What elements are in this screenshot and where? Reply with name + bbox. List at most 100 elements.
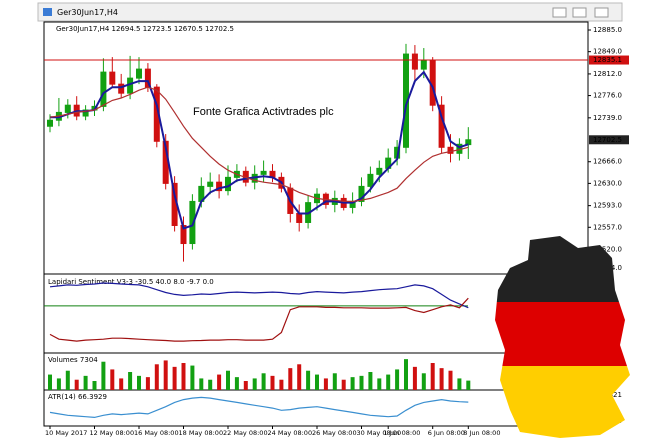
y-tick-label: 12557.0 xyxy=(593,223,622,231)
volume-bar xyxy=(163,360,168,390)
candle-body xyxy=(296,212,303,223)
indicator-line xyxy=(49,297,469,342)
candle-body xyxy=(64,104,71,113)
volume-bar xyxy=(377,378,382,390)
volume-bar xyxy=(315,374,319,390)
volume-bar xyxy=(430,363,435,390)
indicator-line xyxy=(49,282,469,309)
level-label: 12835.1 xyxy=(593,56,622,64)
volume-bar xyxy=(181,363,186,390)
window-title: Ger30Jun17,H4 xyxy=(57,8,118,17)
y-tick-label: 12666.0 xyxy=(593,158,622,166)
indicator-line xyxy=(49,86,469,202)
indicator-line xyxy=(49,396,469,419)
x-tick-label: 18 May 08:00 xyxy=(179,429,224,437)
panel-title: Lapidari Sentiment V3-3 -30.5 40.0 8.0 -… xyxy=(48,278,214,286)
candle-body xyxy=(109,71,116,85)
volume-bar xyxy=(74,379,79,390)
volume-bar xyxy=(332,373,337,390)
x-tick-label: 24 May 08:00 xyxy=(268,429,313,437)
x-tick-label: 26 May 08:00 xyxy=(312,429,357,437)
annotation: Fonte Grafica Activtrades plc xyxy=(193,106,334,118)
volume-bar xyxy=(270,375,275,390)
plot-frame xyxy=(43,21,589,427)
volume-bar xyxy=(65,370,70,390)
volume-bar xyxy=(234,377,239,390)
volume-bar xyxy=(217,374,222,390)
volume-bar xyxy=(323,378,328,390)
x-tick-label: 8 Jun 08:00 xyxy=(463,429,500,437)
volume-bar xyxy=(279,379,284,390)
level-label-box xyxy=(589,55,629,65)
candle-body xyxy=(420,59,427,70)
candle-body xyxy=(411,53,418,70)
candle-body xyxy=(207,181,214,187)
title-bar xyxy=(37,2,623,22)
plot: Ger30Jun17,H4 12694.5 12723.5 12670.5 12… xyxy=(43,21,629,437)
volume-bar xyxy=(306,370,311,390)
candle-body xyxy=(216,181,223,192)
window-icon xyxy=(43,8,52,16)
volume-bar xyxy=(466,380,471,390)
volume-bar xyxy=(190,365,195,390)
candle-body xyxy=(100,71,107,107)
x-tick-label: 30 May 08:00 xyxy=(357,429,402,437)
candle-body xyxy=(118,83,125,94)
candle-body xyxy=(260,170,267,175)
candle-body xyxy=(358,185,365,202)
maximize-button[interactable] xyxy=(572,7,587,18)
candle-body xyxy=(447,146,454,154)
volume-bar xyxy=(128,372,133,390)
y-tick-label: 12630.0 xyxy=(593,179,622,187)
y-tick-label: 12885.0 xyxy=(593,26,622,34)
volume-bar xyxy=(56,378,61,390)
volume-bar xyxy=(341,379,346,390)
y-tick-label: 12812.0 xyxy=(593,70,622,78)
panel-title: Ger30Jun17,H4 12694.5 12723.5 12670.5 12… xyxy=(56,25,234,33)
volume-bar xyxy=(92,381,97,390)
volume-bar xyxy=(83,375,88,390)
volume-bar xyxy=(119,378,124,390)
y-tick-label: 12593.0 xyxy=(593,202,622,210)
x-tick-label: 10 May 2017 xyxy=(45,429,87,437)
volume-bar xyxy=(288,368,293,390)
x-tick-label: 22 May 08:00 xyxy=(223,429,268,437)
volume-bar xyxy=(243,381,248,390)
price-label-box xyxy=(589,135,629,145)
volume-bar xyxy=(154,364,159,390)
volume-bar xyxy=(404,359,408,390)
x-tick-label: 6 Jun 08:00 xyxy=(428,429,465,437)
volume-bar xyxy=(439,368,444,390)
volume-bar xyxy=(261,373,266,390)
volume-bar xyxy=(137,375,141,390)
volume-bar xyxy=(199,378,204,390)
candle-body xyxy=(189,200,196,245)
volume-bar xyxy=(421,373,426,390)
volume-bar xyxy=(110,369,115,390)
volume-bar xyxy=(208,379,213,390)
y-tick-label: 12520.0 xyxy=(593,246,622,254)
candle-body xyxy=(47,119,53,127)
volume-bar xyxy=(48,374,52,390)
volume-bar xyxy=(457,378,462,390)
x-tick-label: 1 Jun 08:00 xyxy=(383,429,420,437)
candle-body xyxy=(82,109,89,117)
volume-bar xyxy=(145,377,150,390)
price-label: 12702.5 xyxy=(593,136,622,144)
x-tick-label: 16 May 08:00 xyxy=(134,429,179,437)
volume-bar xyxy=(226,370,230,390)
y-tick-label: 12776.0 xyxy=(593,92,622,100)
volume-bar xyxy=(350,377,355,390)
candle-body xyxy=(367,173,374,187)
volume-bar xyxy=(386,374,391,390)
indicator-line xyxy=(50,70,469,230)
volume-bar xyxy=(297,364,302,390)
minimize-button[interactable] xyxy=(552,7,567,18)
volume-bar xyxy=(252,378,257,390)
flag-gold xyxy=(495,366,630,438)
candle-body xyxy=(376,167,383,175)
volume-bar xyxy=(101,361,106,390)
close-button[interactable] xyxy=(594,7,609,18)
y-tick-label: 12849.0 xyxy=(593,48,622,56)
candle-body xyxy=(136,68,142,79)
